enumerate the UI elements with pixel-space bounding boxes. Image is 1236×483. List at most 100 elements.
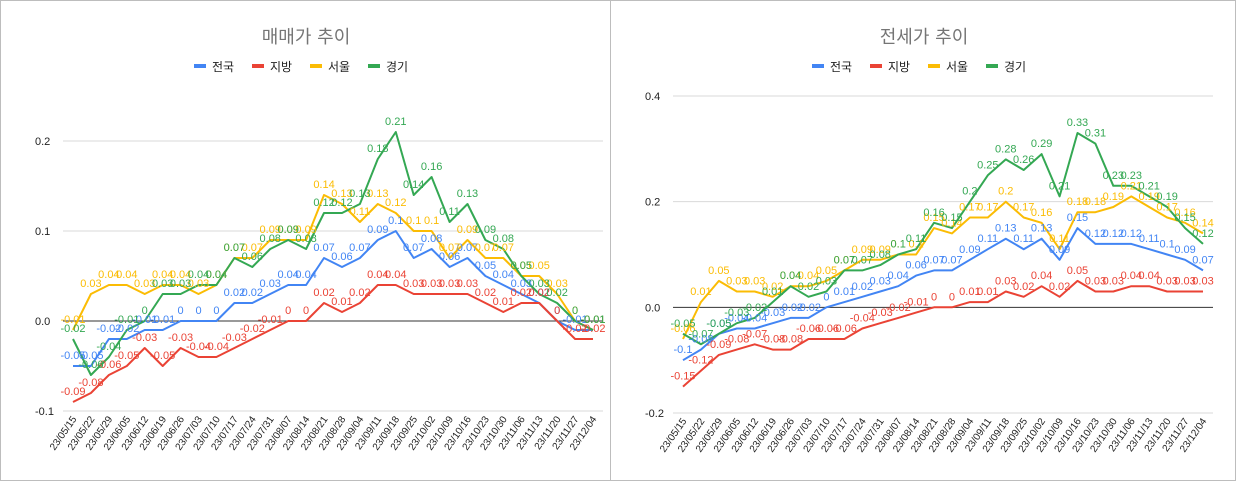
data-label: 0.23 [1103, 170, 1124, 182]
data-label: -0.03 [132, 332, 157, 344]
data-label: 0.11 [1013, 233, 1034, 245]
legend-swatch [194, 64, 206, 68]
data-label: 0.05 [528, 260, 549, 272]
data-label: 0.15 [1174, 212, 1195, 224]
data-label: 0.03 [1156, 275, 1177, 287]
data-label: 0.15 [941, 212, 962, 224]
data-label: -0.04 [96, 341, 121, 353]
data-label: 0 [142, 305, 148, 317]
data-label: 0.1 [1159, 239, 1174, 251]
data-label: 0.12 [1192, 228, 1213, 240]
data-label: -0.08 [778, 334, 803, 346]
data-label: -0.02 [60, 323, 85, 335]
series-line-지방 [682, 279, 1203, 388]
data-label: -0.09 [60, 386, 85, 398]
data-label: 0.04 [206, 269, 227, 281]
data-label: 0.03 [1103, 275, 1124, 287]
data-label: 0 [195, 305, 201, 317]
data-label: 0.07 [439, 242, 460, 254]
data-label: 0.03 [511, 278, 532, 290]
data-label: -0.03 [168, 332, 193, 344]
data-label: -0.05 [150, 350, 175, 362]
legend-swatch [368, 64, 380, 68]
data-label: 0.07 [242, 242, 263, 254]
data-label: 0.11 [439, 206, 460, 218]
data-label: -0.05 [670, 318, 695, 330]
data-label: 0.09 [475, 224, 496, 236]
data-label: 0.05 [1067, 265, 1088, 277]
data-label: 0.07 [224, 242, 245, 254]
data-label: 0.16 [421, 161, 442, 173]
data-label: 0.09 [277, 224, 298, 236]
data-label: 0.13 [457, 188, 478, 200]
data-label: 0.07 [475, 242, 496, 254]
data-label: -0.02 [563, 323, 588, 335]
data-label: -0.12 [688, 355, 713, 367]
data-label: 0.03 [260, 278, 281, 290]
data-label: 0.29 [1031, 138, 1052, 150]
data-label: 0.02 [1013, 281, 1034, 293]
data-label: 0.02 [511, 287, 532, 299]
data-label: 0.09 [1174, 244, 1195, 256]
data-label: 0.01 [977, 286, 998, 298]
legend-label: 경기 [1004, 60, 1026, 74]
data-label: 0.04 [170, 269, 191, 281]
data-label: -0.03 [760, 307, 785, 319]
data-label: 0.06 [439, 251, 460, 263]
legend-swatch [870, 64, 882, 68]
data-label: -0.07 [742, 328, 767, 340]
data-label: 0.14 [941, 217, 962, 229]
data-label: 0.13 [995, 223, 1016, 235]
data-label: 0.05 [511, 260, 532, 272]
data-label: 0.02 [242, 287, 263, 299]
data-label: -0.05 [60, 350, 85, 362]
data-label: 0.03 [403, 278, 424, 290]
data-label: 0.09 [959, 244, 980, 256]
data-label: -0.02 [580, 323, 605, 335]
data-label: 0.28 [995, 143, 1016, 155]
y-tick-label: -0.2 [645, 408, 664, 420]
y-tick-label: 0.0 [35, 316, 50, 328]
data-label: 0.01 [690, 286, 711, 298]
data-label: -0.06 [832, 323, 857, 335]
data-label: -0.01 [132, 314, 157, 326]
data-label: 0.11 [1139, 233, 1160, 245]
data-label: 0.08 [870, 249, 891, 261]
data-label: 0.05 [511, 260, 532, 272]
data-label: -0.02 [240, 323, 265, 335]
data-label: 0.14 [313, 179, 334, 191]
data-label: 0 [213, 305, 219, 317]
data-label: 0.21 [1121, 180, 1142, 192]
data-label: 0.04 [295, 269, 316, 281]
legend-swatch [252, 64, 264, 68]
data-label: 0.12 [1121, 228, 1142, 240]
data-label: 0.04 [798, 270, 819, 282]
data-label: -0.08 [78, 377, 103, 389]
data-label: -0.15 [670, 371, 695, 383]
data-label: -0.08 [760, 334, 785, 346]
series-line-경기 [72, 131, 594, 376]
data-label: 0.04 [188, 269, 209, 281]
data-label: -0.01 [150, 314, 175, 326]
data-label: 0.03 [816, 275, 837, 287]
data-label: 0.06 [331, 251, 352, 263]
series-line-경기 [682, 132, 1204, 346]
y-tick-label: 0.2 [645, 197, 660, 209]
data-label: 0.12 [1103, 228, 1124, 240]
data-label: -0.07 [688, 328, 713, 340]
data-label: 0.07 [349, 242, 370, 254]
legend-label: 전국 [830, 60, 852, 74]
data-label: 0.14 [1192, 217, 1213, 229]
chart-title: 매매가 추이 [262, 27, 351, 48]
data-label: -0.04 [850, 312, 875, 324]
data-label: 0.02 [528, 287, 549, 299]
data-label: 0.03 [421, 278, 442, 290]
data-label: -0.03 [724, 307, 749, 319]
data-label: 0.17 [1013, 202, 1034, 214]
data-label: 0.08 [260, 233, 281, 245]
data-label: 0.03 [170, 278, 191, 290]
data-label: 0.06 [242, 251, 263, 263]
data-label: 0 [554, 305, 560, 317]
data-label: 0.25 [977, 159, 998, 171]
